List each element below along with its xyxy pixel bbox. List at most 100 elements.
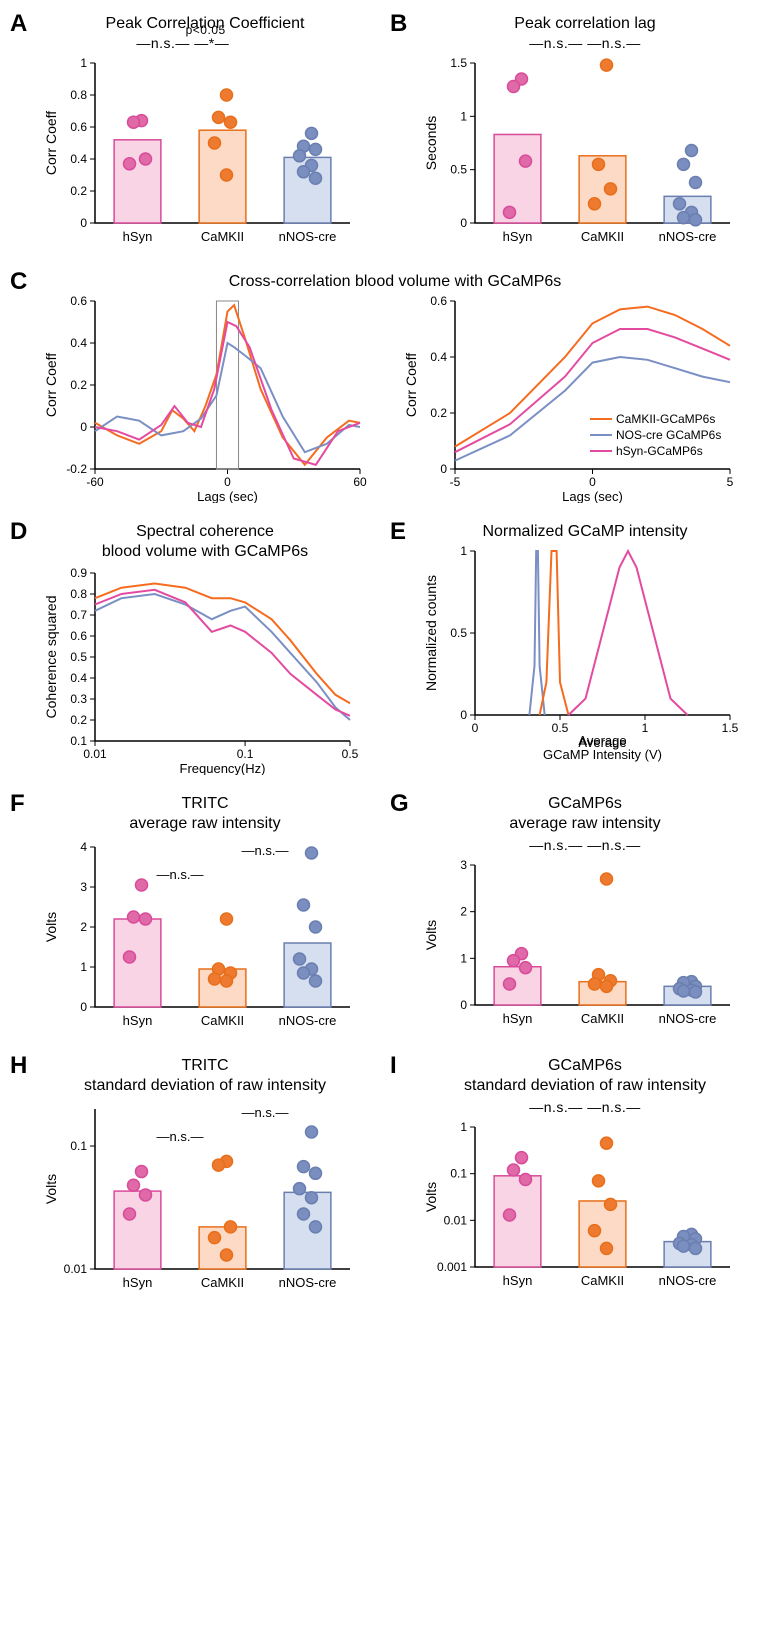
svg-text:Corr Coeff: Corr Coeff <box>403 353 419 417</box>
panel-label-D: D <box>10 518 27 546</box>
svg-text:0.2: 0.2 <box>70 184 87 198</box>
svg-text:0.01: 0.01 <box>64 1262 88 1276</box>
svg-text:hSyn: hSyn <box>123 1013 153 1028</box>
svg-text:0.4: 0.4 <box>430 350 447 364</box>
chart-C-left: -0.200.20.40.6-60060Corr CoeffLags (sec) <box>40 293 370 503</box>
svg-text:1: 1 <box>460 109 467 123</box>
svg-text:Volts: Volts <box>43 1174 59 1204</box>
sig-B: —n.s.— —n.s.— <box>420 35 750 51</box>
svg-text:0: 0 <box>589 475 596 489</box>
chart-H: 0.010.1VoltshSynCaMKIInNOS-cre—n.s.——n.s… <box>40 1099 360 1299</box>
sig-text-A: —n.s.— —*— <box>136 35 229 51</box>
title-C: Cross-correlation blood volume with GCaM… <box>40 273 750 291</box>
title-D2: blood volume with GCaMP6s <box>40 543 370 561</box>
svg-text:0: 0 <box>460 708 467 722</box>
svg-text:Normalized counts: Normalized counts <box>423 575 439 691</box>
title-I2: standard deviation of raw intensity <box>420 1077 750 1095</box>
title-B: Peak correlation lag <box>420 15 750 33</box>
p-text-A: p<0.05 <box>186 23 226 37</box>
svg-text:1: 1 <box>460 1120 467 1134</box>
svg-text:0.5: 0.5 <box>342 747 359 761</box>
svg-text:CaMKII-GCaMP6s: CaMKII-GCaMP6s <box>616 412 715 426</box>
svg-text:-60: -60 <box>86 475 104 489</box>
svg-text:0.5: 0.5 <box>552 721 569 735</box>
svg-text:0.7: 0.7 <box>70 608 87 622</box>
title-D1: Spectral coherence <box>40 523 370 541</box>
svg-text:0.6: 0.6 <box>70 294 87 308</box>
svg-text:CaMKII: CaMKII <box>201 1013 244 1028</box>
svg-text:—n.s.—: —n.s.— <box>157 1129 204 1144</box>
svg-text:0.2: 0.2 <box>430 406 447 420</box>
sig-I: —n.s.— —n.s.— <box>420 1099 750 1115</box>
svg-text:0.4: 0.4 <box>70 671 87 685</box>
svg-text:5: 5 <box>727 475 734 489</box>
svg-text:0.4: 0.4 <box>70 336 87 350</box>
svg-text:0.01: 0.01 <box>83 747 107 761</box>
sig-G: —n.s.— —n.s.— <box>420 837 750 853</box>
svg-text:2: 2 <box>460 905 467 919</box>
svg-text:0.5: 0.5 <box>70 650 87 664</box>
panel-A: A Peak Correlation Coefficient —n.s.— —*… <box>10 10 370 253</box>
svg-text:-0.2: -0.2 <box>66 462 87 476</box>
svg-text:3: 3 <box>460 858 467 872</box>
svg-text:3: 3 <box>80 880 87 894</box>
svg-text:hSyn: hSyn <box>123 1275 153 1290</box>
svg-text:0: 0 <box>460 216 467 230</box>
svg-text:0.6: 0.6 <box>70 120 87 134</box>
svg-text:hSyn: hSyn <box>503 1011 533 1026</box>
svg-text:CaMKII: CaMKII <box>581 1011 624 1026</box>
svg-text:1: 1 <box>642 721 649 735</box>
svg-text:nNOS-cre: nNOS-cre <box>659 229 717 244</box>
svg-text:0.01: 0.01 <box>444 1213 468 1227</box>
svg-text:Coherence squared: Coherence squared <box>43 596 59 719</box>
svg-text:0.8: 0.8 <box>70 88 87 102</box>
svg-text:0.2: 0.2 <box>70 713 87 727</box>
svg-text:0: 0 <box>472 721 479 735</box>
svg-text:Seconds: Seconds <box>423 116 439 170</box>
svg-text:0.001: 0.001 <box>437 1260 467 1274</box>
svg-text:CaMKII: CaMKII <box>201 229 244 244</box>
svg-text:0.1: 0.1 <box>450 1167 467 1181</box>
svg-text:-5: -5 <box>450 475 461 489</box>
svg-text:2: 2 <box>80 920 87 934</box>
panel-label-B: B <box>390 10 407 38</box>
svg-text:0.1: 0.1 <box>70 734 87 748</box>
svg-text:nNOS-cre: nNOS-cre <box>279 1275 337 1290</box>
svg-text:Frequency(Hz): Frequency(Hz) <box>180 761 266 775</box>
chart-B: 00.511.5SecondshSynCaMKIInNOS-cre <box>420 53 740 253</box>
svg-text:CaMKII: CaMKII <box>581 1273 624 1288</box>
svg-text:0.1: 0.1 <box>237 747 254 761</box>
title-I1: GCaMP6s <box>420 1057 750 1075</box>
svg-text:0.4: 0.4 <box>70 152 87 166</box>
svg-text:Volts: Volts <box>423 1182 439 1212</box>
svg-text:GCaMP Intensity (V): GCaMP Intensity (V) <box>543 747 662 762</box>
svg-text:hSyn: hSyn <box>503 1273 533 1288</box>
title-G1: GCaMP6s <box>420 795 750 813</box>
svg-text:nNOS-cre: nNOS-cre <box>659 1273 717 1288</box>
panel-H: H TRITC standard deviation of raw intens… <box>10 1052 370 1299</box>
sig-A: —n.s.— —*— p<0.05 <box>40 35 370 51</box>
panel-label-H: H <box>10 1052 27 1080</box>
svg-text:—n.s.—: —n.s.— <box>157 867 204 882</box>
svg-text:4: 4 <box>80 840 87 854</box>
panel-label-A: A <box>10 10 27 38</box>
chart-E: 00.5100.511.5Normalized countsAverageAve… <box>420 543 740 763</box>
panel-F: F TRITC average raw intensity 01234Volts… <box>10 790 370 1037</box>
svg-text:0.5: 0.5 <box>450 163 467 177</box>
svg-text:0: 0 <box>440 462 447 476</box>
title-F1: TRITC <box>40 795 370 813</box>
title-E: Normalized GCaMP intensity <box>420 523 750 541</box>
svg-text:1: 1 <box>460 951 467 965</box>
panel-label-E: E <box>390 518 406 546</box>
svg-text:1.5: 1.5 <box>722 721 739 735</box>
chart-A: 00.20.40.60.81Corr CoeffhSynCaMKIInNOS-c… <box>40 53 360 253</box>
panel-label-I: I <box>390 1052 397 1080</box>
svg-text:1: 1 <box>460 544 467 558</box>
svg-text:1: 1 <box>80 56 87 70</box>
panel-G: G GCaMP6s average raw intensity —n.s.— —… <box>390 790 750 1037</box>
svg-text:hSyn: hSyn <box>123 229 153 244</box>
svg-text:0: 0 <box>80 216 87 230</box>
svg-text:0: 0 <box>80 420 87 434</box>
chart-C-right: 00.20.40.6-505Corr CoeffLags (sec)CaMKII… <box>400 293 740 503</box>
svg-text:0.6: 0.6 <box>430 294 447 308</box>
